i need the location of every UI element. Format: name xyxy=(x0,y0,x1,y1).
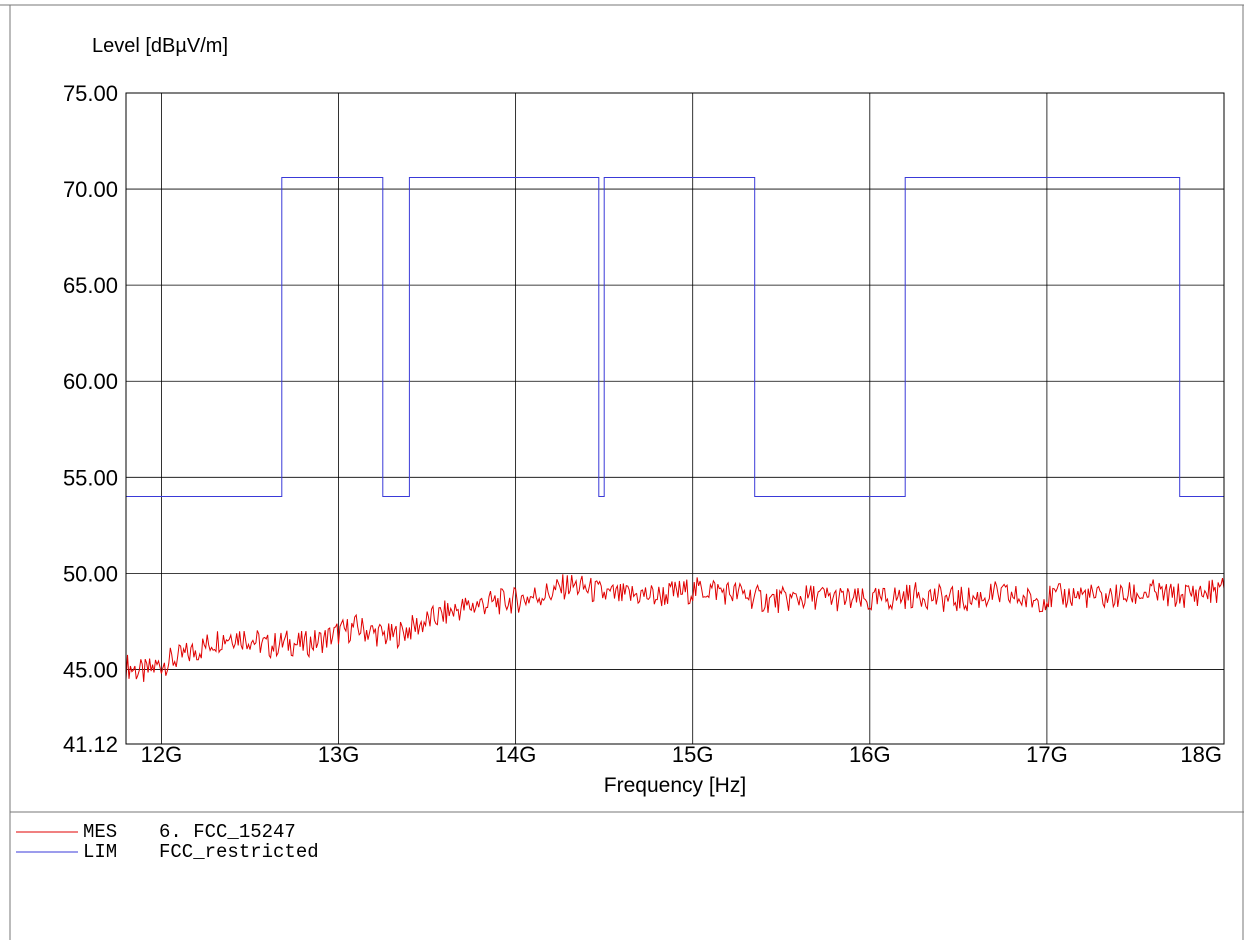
x-tick-label: 18G xyxy=(1180,742,1222,767)
legend-code: LIM xyxy=(83,841,117,863)
y-tick-label: 60.00 xyxy=(63,369,118,394)
series-layer xyxy=(125,177,1225,682)
y-tick-label: 70.00 xyxy=(63,177,118,202)
x-tick-label: 14G xyxy=(495,742,537,767)
x-tick-label: 12G xyxy=(141,742,183,767)
x-tick-label: 17G xyxy=(1026,742,1068,767)
series-line-1 xyxy=(125,574,1225,682)
legend-code: MES xyxy=(83,821,117,843)
y-tick-label: 55.00 xyxy=(63,465,118,490)
y-tick-label: 45.00 xyxy=(63,657,118,682)
x-tick-label: 15G xyxy=(672,742,714,767)
y-tick-label: 50.00 xyxy=(63,561,118,586)
y-tick-label: 41.12 xyxy=(63,732,118,757)
x-axis-ticks: 12G 13G 14G 15G 16G 17G 18G xyxy=(141,742,1222,767)
legend-label: 6. FCC_15247 xyxy=(159,821,296,843)
y-axis-ticks: 41.12 45.00 50.00 55.00 60.00 65.00 70.00 75.00 xyxy=(63,81,118,757)
legend-label: FCC_restricted xyxy=(159,841,319,863)
x-tick-label: 13G xyxy=(318,742,360,767)
y-axis-label: Level [dBµV/m] xyxy=(92,35,228,57)
x-tick-label: 16G xyxy=(849,742,891,767)
plot-area-border xyxy=(125,92,1225,745)
y-tick-label: 65.00 xyxy=(63,273,118,298)
legend: MES 6. FCC_15247 LIM FCC_restricted xyxy=(16,821,319,863)
x-axis-label: Frequency [Hz] xyxy=(604,774,746,797)
y-tick-label: 75.00 xyxy=(63,81,118,106)
series-line-0 xyxy=(126,177,1224,497)
